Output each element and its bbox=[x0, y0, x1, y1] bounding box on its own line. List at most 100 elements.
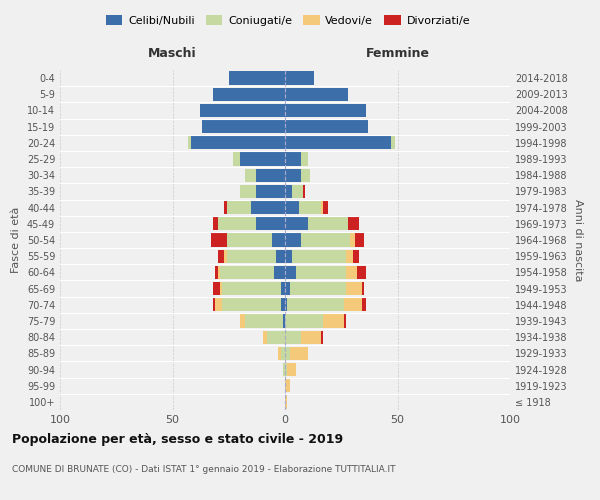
Bar bbox=[346, 250, 353, 263]
Bar bbox=[202, 120, 285, 134]
Bar bbox=[343, 314, 346, 328]
Bar bbox=[285, 104, 366, 117]
Bar bbox=[361, 282, 364, 295]
Bar bbox=[263, 330, 267, 344]
Bar bbox=[276, 250, 285, 263]
Bar bbox=[256, 217, 285, 230]
Bar bbox=[285, 363, 287, 376]
Bar bbox=[218, 250, 224, 263]
Bar bbox=[323, 201, 328, 214]
Bar bbox=[213, 298, 215, 312]
Bar bbox=[227, 234, 271, 246]
Bar bbox=[287, 298, 343, 312]
Bar bbox=[188, 136, 191, 149]
Bar bbox=[285, 250, 292, 263]
Bar bbox=[283, 363, 285, 376]
Bar bbox=[290, 282, 346, 295]
Bar bbox=[215, 266, 218, 279]
Bar bbox=[199, 104, 285, 117]
Bar bbox=[285, 298, 287, 312]
Bar bbox=[220, 282, 222, 295]
Bar bbox=[303, 185, 305, 198]
Bar bbox=[224, 201, 227, 214]
Bar bbox=[292, 185, 303, 198]
Bar bbox=[285, 234, 301, 246]
Bar bbox=[213, 217, 218, 230]
Bar bbox=[224, 250, 227, 263]
Bar bbox=[350, 234, 355, 246]
Bar bbox=[256, 185, 285, 198]
Bar bbox=[240, 152, 285, 166]
Text: Popolazione per età, sesso e stato civile - 2019: Popolazione per età, sesso e stato civil… bbox=[12, 432, 343, 446]
Bar bbox=[271, 234, 285, 246]
Bar bbox=[191, 136, 285, 149]
Bar bbox=[222, 298, 281, 312]
Text: COMUNE DI BRUNATE (CO) - Dati ISTAT 1° gennaio 2019 - Elaborazione TUTTITALIA.IT: COMUNE DI BRUNATE (CO) - Dati ISTAT 1° g… bbox=[12, 466, 395, 474]
Bar bbox=[256, 168, 285, 182]
Bar bbox=[323, 314, 343, 328]
Bar bbox=[227, 250, 276, 263]
Bar bbox=[285, 152, 301, 166]
Bar bbox=[285, 168, 301, 182]
Y-axis label: Fasce di età: Fasce di età bbox=[11, 207, 21, 273]
Bar bbox=[301, 168, 310, 182]
Text: Maschi: Maschi bbox=[148, 48, 197, 60]
Bar bbox=[245, 314, 283, 328]
Bar bbox=[285, 88, 348, 101]
Bar bbox=[227, 201, 251, 214]
Bar bbox=[283, 314, 285, 328]
Bar bbox=[213, 88, 285, 101]
Bar bbox=[285, 346, 290, 360]
Bar bbox=[285, 314, 323, 328]
Bar bbox=[343, 298, 361, 312]
Bar bbox=[285, 217, 308, 230]
Bar bbox=[281, 346, 285, 360]
Bar bbox=[308, 217, 348, 230]
Bar bbox=[301, 234, 350, 246]
Bar bbox=[220, 266, 274, 279]
Bar bbox=[211, 234, 227, 246]
Bar bbox=[287, 363, 296, 376]
Bar bbox=[285, 136, 391, 149]
Bar bbox=[321, 201, 323, 214]
Bar bbox=[353, 250, 359, 263]
Bar bbox=[301, 152, 308, 166]
Bar bbox=[285, 266, 296, 279]
Bar bbox=[215, 298, 222, 312]
Bar bbox=[357, 266, 366, 279]
Text: Femmine: Femmine bbox=[365, 48, 430, 60]
Bar bbox=[355, 234, 364, 246]
Bar bbox=[285, 330, 301, 344]
Bar bbox=[391, 136, 395, 149]
Bar bbox=[292, 250, 346, 263]
Bar bbox=[321, 330, 323, 344]
Bar bbox=[251, 201, 285, 214]
Bar bbox=[222, 282, 281, 295]
Bar bbox=[346, 282, 361, 295]
Bar bbox=[348, 217, 359, 230]
Bar bbox=[267, 330, 285, 344]
Bar bbox=[281, 298, 285, 312]
Bar bbox=[281, 282, 285, 295]
Bar bbox=[285, 396, 287, 408]
Bar bbox=[274, 266, 285, 279]
Bar bbox=[229, 72, 285, 85]
Bar bbox=[245, 168, 256, 182]
Bar bbox=[285, 379, 290, 392]
Bar bbox=[218, 217, 256, 230]
Bar bbox=[218, 266, 220, 279]
Bar bbox=[285, 201, 299, 214]
Bar bbox=[285, 282, 290, 295]
Bar bbox=[346, 266, 357, 279]
Bar bbox=[285, 72, 314, 85]
Bar bbox=[290, 346, 308, 360]
Bar bbox=[240, 185, 256, 198]
Y-axis label: Anni di nascita: Anni di nascita bbox=[573, 198, 583, 281]
Bar bbox=[285, 185, 292, 198]
Bar bbox=[233, 152, 240, 166]
Bar bbox=[296, 266, 346, 279]
Bar bbox=[285, 120, 368, 134]
Bar bbox=[361, 298, 366, 312]
Bar bbox=[299, 201, 321, 214]
Legend: Celibi/Nubili, Coniugati/e, Vedovi/e, Divorziati/e: Celibi/Nubili, Coniugati/e, Vedovi/e, Di… bbox=[101, 10, 475, 30]
